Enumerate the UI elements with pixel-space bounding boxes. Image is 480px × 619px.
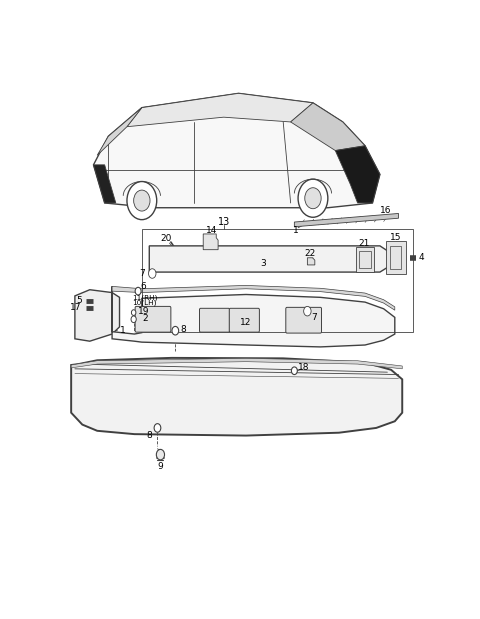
Polygon shape [94, 165, 116, 203]
Text: 18: 18 [298, 363, 310, 372]
Polygon shape [112, 285, 395, 310]
Text: 14: 14 [206, 226, 217, 235]
Bar [360, 251, 371, 268]
Circle shape [127, 181, 156, 220]
Polygon shape [307, 258, 315, 265]
Circle shape [132, 310, 136, 316]
Text: 13: 13 [217, 217, 230, 227]
Text: 20: 20 [160, 234, 172, 243]
Text: 19: 19 [138, 307, 149, 316]
Bar [390, 246, 401, 269]
Text: 5: 5 [76, 296, 82, 305]
Text: 12: 12 [240, 318, 251, 327]
Text: 2: 2 [142, 314, 148, 323]
Circle shape [291, 367, 297, 374]
Circle shape [304, 306, 311, 316]
FancyBboxPatch shape [229, 308, 259, 332]
Circle shape [131, 316, 136, 322]
Polygon shape [149, 246, 393, 272]
Text: 6: 6 [141, 282, 146, 291]
Text: 10(LH): 10(LH) [132, 300, 157, 306]
Polygon shape [71, 358, 402, 369]
Text: 17: 17 [70, 303, 82, 313]
Text: 21: 21 [359, 239, 370, 248]
Text: 3: 3 [260, 259, 265, 269]
Polygon shape [294, 214, 398, 227]
FancyBboxPatch shape [200, 308, 229, 332]
Polygon shape [385, 241, 406, 274]
Circle shape [305, 188, 321, 209]
Polygon shape [356, 247, 374, 272]
Polygon shape [97, 108, 142, 155]
Polygon shape [94, 93, 380, 208]
Circle shape [135, 287, 141, 295]
Text: 16: 16 [380, 206, 391, 215]
Circle shape [133, 190, 150, 211]
Text: 11(RH): 11(RH) [132, 294, 158, 301]
Bar [142, 229, 413, 332]
FancyBboxPatch shape [135, 306, 171, 332]
Text: 7: 7 [311, 313, 317, 322]
Circle shape [156, 449, 165, 460]
Polygon shape [203, 234, 218, 249]
Circle shape [154, 423, 161, 432]
Polygon shape [127, 93, 313, 127]
Polygon shape [112, 287, 395, 347]
Polygon shape [71, 358, 402, 436]
Text: 15: 15 [390, 233, 401, 242]
Text: 22: 22 [304, 248, 316, 258]
Polygon shape [75, 290, 120, 341]
Circle shape [148, 269, 156, 279]
Text: 9: 9 [157, 462, 163, 470]
Circle shape [298, 179, 328, 217]
Polygon shape [290, 103, 365, 150]
Text: 8: 8 [146, 431, 152, 439]
Circle shape [172, 326, 179, 335]
Text: 1: 1 [293, 226, 299, 235]
Text: 4: 4 [419, 253, 425, 262]
Polygon shape [335, 145, 380, 203]
Text: 1: 1 [120, 326, 125, 335]
FancyBboxPatch shape [286, 308, 322, 333]
Text: 7: 7 [139, 269, 145, 278]
Text: 8: 8 [180, 325, 186, 334]
